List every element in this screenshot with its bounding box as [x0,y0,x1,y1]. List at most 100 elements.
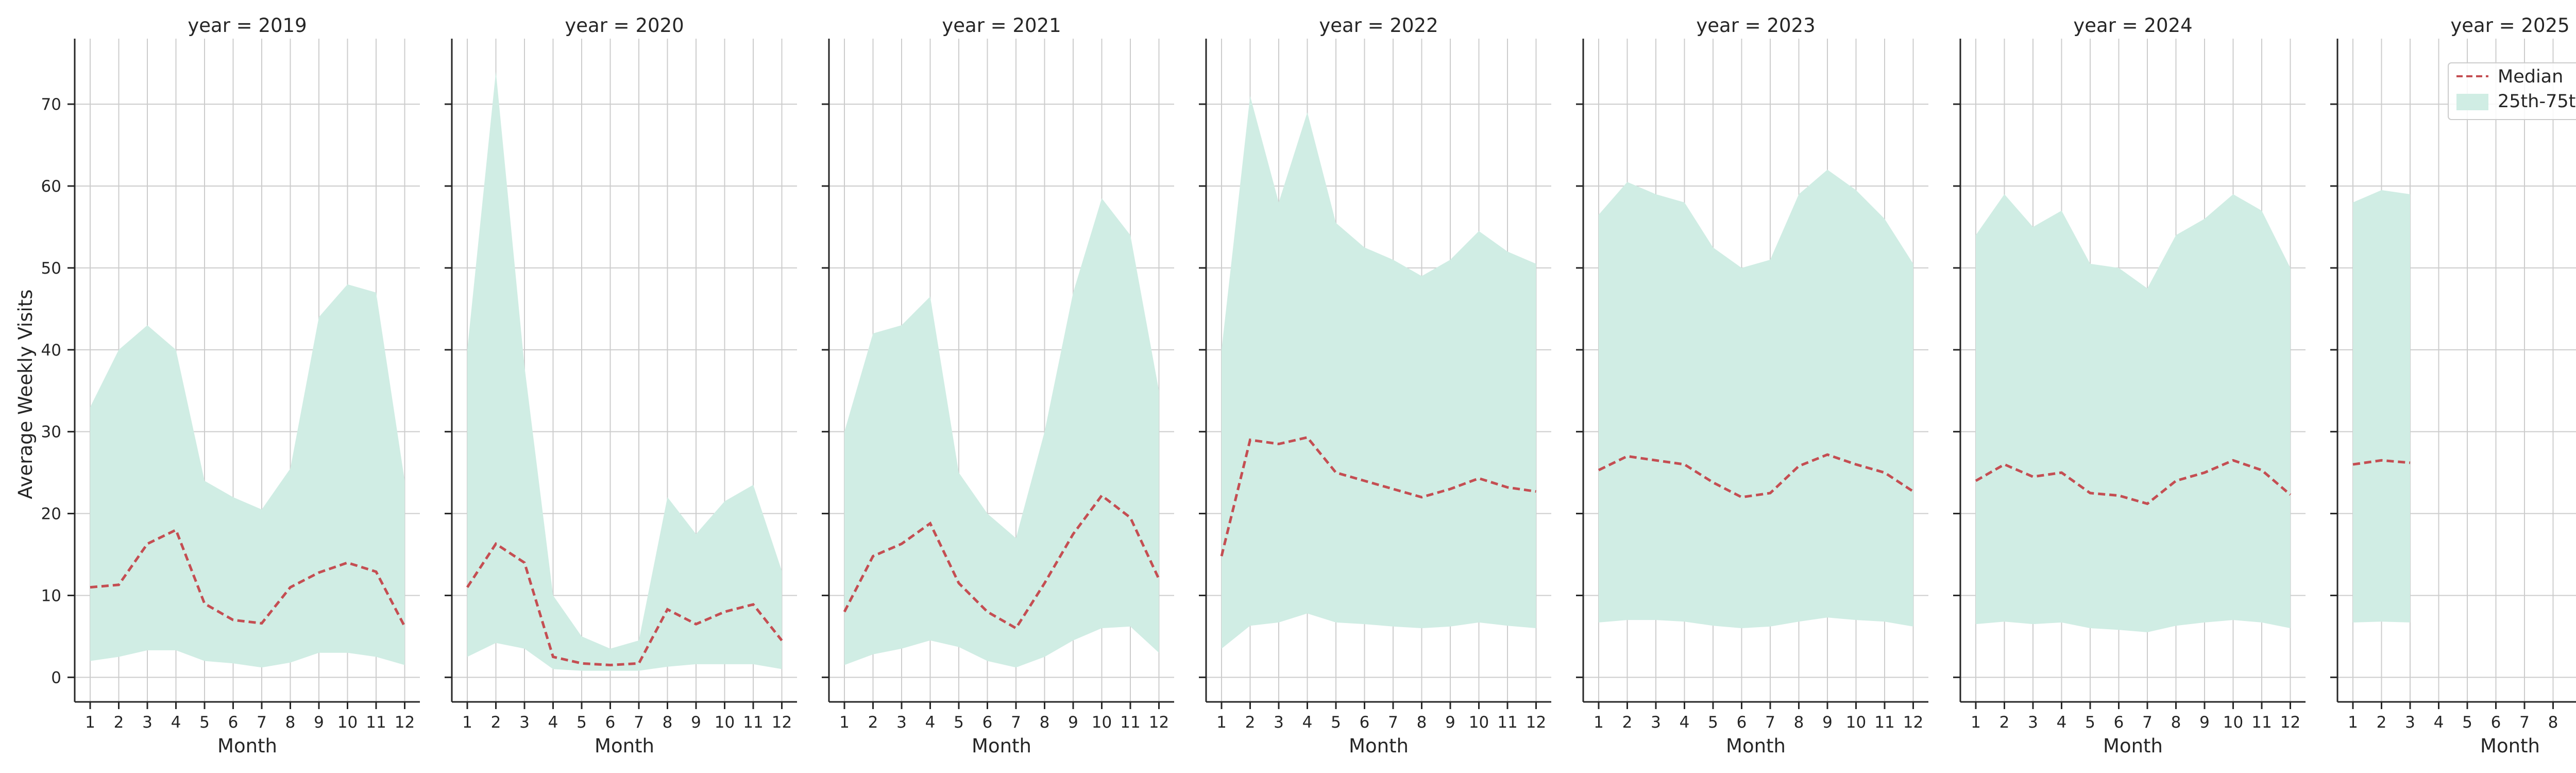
x-tick-label: 7 [2519,713,2530,732]
x-tick-label: 9 [314,713,324,732]
x-tick-label: 12 [1149,713,1169,732]
median-line [2352,459,2411,466]
x-tick-label: 10 [1469,713,1489,732]
x-tick-label: 9 [1822,713,1833,732]
y-tick-label: 60 [41,177,61,196]
x-tick-label: 1 [1594,713,1604,732]
x-tick-label: 5 [2085,713,2095,732]
x-tick-label: 8 [285,713,296,732]
x-tick-label: 11 [366,713,386,732]
x-tick-label: 2 [2377,713,2387,732]
x-tick-label: 7 [634,713,644,732]
x-tick-label: 2 [1999,713,2010,732]
percentile-band [1222,96,1536,649]
x-tick-label: 8 [663,713,673,732]
percentile-band [2353,190,2410,623]
x-tick-label: 5 [2462,713,2472,732]
x-tick-label: 6 [228,713,239,732]
legend-band-swatch [2456,94,2488,110]
x-tick-label: 5 [577,713,587,732]
x-tick-label: 5 [199,713,210,732]
x-axis-label: Month [1349,735,1409,757]
x-tick-label: 1 [1971,713,1981,732]
x-tick-label: 7 [2142,713,2153,732]
median-line [1220,436,1536,557]
percentile-band [90,284,405,668]
x-tick-label: 12 [1903,713,1923,732]
x-tick-label: 11 [1120,713,1140,732]
legend-band-label: 25th-75th Percentile [2498,91,2576,112]
panel-title: year = 2022 [1319,14,1438,37]
x-tick-label: 4 [171,713,181,732]
x-tick-label: 10 [1846,713,1866,732]
x-tick-label: 6 [2114,713,2124,732]
x-tick-label: 12 [772,713,792,732]
median-line [466,542,783,667]
x-tick-label: 8 [2548,713,2558,732]
y-tick-label: 30 [41,423,61,442]
x-tick-label: 7 [1765,713,1775,732]
x-tick-label: 8 [1417,713,1427,732]
x-tick-label: 1 [1216,713,1227,732]
x-tick-label: 9 [1068,713,1078,732]
x-tick-label: 2 [491,713,501,732]
x-tick-label: 11 [1497,713,1517,732]
x-tick-label: 1 [2348,713,2358,732]
x-tick-label: 9 [2199,713,2210,732]
x-tick-label: 8 [1040,713,1050,732]
x-tick-label: 6 [2491,713,2501,732]
panel-title: year = 2020 [565,14,684,37]
panel-title: year = 2024 [2073,14,2192,37]
x-tick-label: 11 [2251,713,2272,732]
x-tick-label: 5 [1331,713,1341,732]
y-tick-label: 10 [41,586,61,605]
median-line [90,528,406,627]
x-tick-label: 9 [691,713,701,732]
x-tick-label: 12 [1526,713,1546,732]
x-tick-label: 3 [896,713,907,732]
x-axis-label: Month [217,735,277,757]
x-tick-label: 7 [257,713,267,732]
x-tick-label: 12 [395,713,415,732]
x-tick-label: 10 [715,713,735,732]
x-tick-label: 11 [743,713,763,732]
x-tick-label: 4 [2434,713,2444,732]
x-tick-label: 6 [982,713,993,732]
x-tick-label: 5 [954,713,964,732]
x-tick-label: 4 [1680,713,1690,732]
x-tick-label: 8 [2171,713,2181,732]
x-tick-label: 4 [1302,713,1313,732]
panel-title: year = 2021 [942,14,1061,37]
x-tick-label: 12 [2280,713,2300,732]
median-line [843,494,1160,630]
x-tick-label: 7 [1388,713,1398,732]
percentile-band [1976,194,2291,632]
x-tick-label: 3 [142,713,152,732]
legend: Median 25th-75th Percentile [2448,62,2576,120]
x-tick-label: 3 [1274,713,1284,732]
x-tick-label: 2 [868,713,878,732]
x-tick-label: 5 [1708,713,1718,732]
x-tick-label: 10 [337,713,358,732]
x-tick-label: 3 [2028,713,2038,732]
x-tick-label: 6 [605,713,616,732]
median-line [1975,459,2292,506]
x-tick-label: 8 [1794,713,1804,732]
x-tick-label: 3 [519,713,530,732]
x-tick-label: 10 [2223,713,2243,732]
panel-title: year = 2025 [2450,14,2569,37]
x-tick-label: 2 [1245,713,1256,732]
x-tick-label: 3 [1651,713,1661,732]
x-tick-label: 3 [2405,713,2415,732]
y-axis-label: Average Weekly Visits [14,289,37,499]
x-tick-label: 11 [1874,713,1894,732]
x-axis-label: Month [972,735,1031,757]
y-tick-label: 70 [41,95,61,114]
